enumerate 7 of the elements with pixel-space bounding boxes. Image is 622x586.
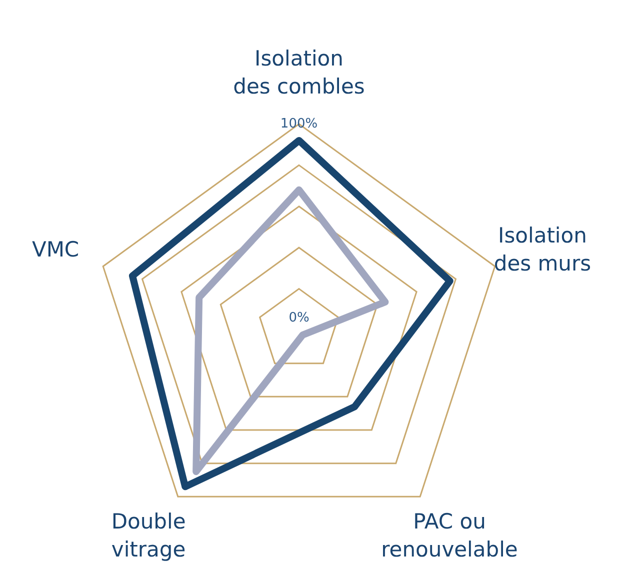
y-tick-label: 0% bbox=[288, 310, 310, 326]
spoke-label: Double vitrage bbox=[111, 510, 186, 562]
y-tick-label: 100% bbox=[280, 116, 318, 132]
spoke-label: VMC bbox=[32, 237, 80, 262]
spoke-label: Isolation des murs bbox=[494, 223, 592, 276]
spoke-label: PAC ou renouvelable bbox=[381, 510, 518, 562]
spoke-label: Isolation des combles bbox=[233, 46, 365, 98]
